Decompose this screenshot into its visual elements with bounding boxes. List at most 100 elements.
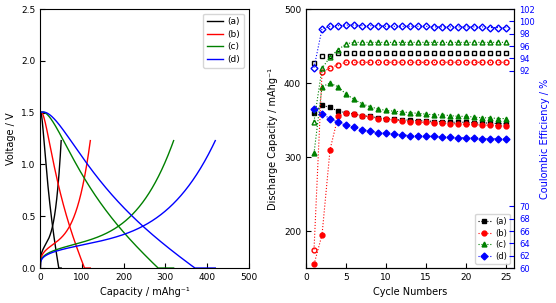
(c): [319, 85, 325, 88]
(a): [431, 120, 438, 123]
(b): [311, 262, 317, 266]
(d): [367, 129, 374, 133]
(a): [455, 121, 461, 124]
(b): [351, 112, 358, 116]
(d): [455, 136, 461, 140]
(b): [431, 121, 438, 125]
(c): [431, 113, 438, 117]
Y-axis label: Voltage / V: Voltage / V: [6, 112, 16, 165]
(c): [415, 112, 421, 115]
(d): [463, 136, 470, 140]
(c): [391, 109, 398, 113]
(b): [415, 121, 421, 124]
(a): [479, 121, 485, 125]
(a): [311, 111, 317, 115]
(d): [415, 134, 421, 137]
(c): [367, 105, 374, 108]
(c): [439, 113, 445, 117]
(c): [479, 116, 485, 120]
(c): [495, 117, 502, 120]
X-axis label: Capacity / mAhg⁻¹: Capacity / mAhg⁻¹: [100, 288, 190, 298]
(c): [342, 92, 349, 96]
(d): [391, 132, 398, 136]
(d): [311, 107, 317, 111]
(c): [455, 115, 461, 118]
(b): [439, 121, 445, 125]
Line: (b): (b): [311, 110, 509, 267]
(d): [407, 134, 414, 137]
(c): [327, 81, 334, 85]
(c): [471, 115, 478, 119]
(a): [391, 118, 398, 121]
(d): [447, 135, 454, 139]
(a): [415, 119, 421, 123]
(d): [319, 112, 325, 116]
(b): [327, 148, 334, 152]
(a): [503, 122, 510, 125]
(c): [375, 107, 381, 111]
(a): [447, 121, 454, 124]
(b): [479, 123, 485, 127]
Y-axis label: Coulombic Efficiency / %: Coulombic Efficiency / %: [540, 78, 550, 199]
(b): [391, 118, 398, 122]
Y-axis label: Discharge Capacity / mAhg⁻¹: Discharge Capacity / mAhg⁻¹: [269, 68, 279, 210]
(b): [423, 121, 429, 124]
Legend: (a), (b), (c), (d): (a), (b), (c), (d): [475, 214, 510, 264]
(a): [383, 117, 389, 120]
(c): [383, 108, 389, 112]
(a): [359, 114, 365, 118]
(d): [327, 117, 334, 120]
(c): [423, 112, 429, 116]
(a): [439, 120, 445, 123]
(d): [495, 137, 502, 140]
(d): [423, 135, 429, 138]
(c): [407, 111, 414, 115]
(a): [495, 122, 502, 125]
(b): [399, 119, 405, 123]
Line: (c): (c): [311, 81, 509, 156]
(b): [455, 122, 461, 125]
Line: (d): (d): [311, 107, 509, 142]
(b): [319, 233, 325, 237]
(b): [335, 115, 341, 118]
Legend: (a), (b), (c), (d): (a), (b), (c), (d): [203, 14, 244, 68]
(d): [342, 123, 349, 127]
(b): [367, 115, 374, 119]
(a): [367, 115, 374, 118]
(c): [335, 85, 341, 88]
(d): [503, 138, 510, 141]
(d): [471, 136, 478, 140]
(d): [375, 131, 381, 135]
(b): [447, 122, 454, 125]
(d): [431, 135, 438, 138]
(a): [351, 112, 358, 116]
(a): [375, 116, 381, 120]
(a): [399, 118, 405, 122]
(c): [503, 117, 510, 120]
(a): [423, 119, 429, 123]
(a): [471, 121, 478, 125]
(d): [487, 137, 494, 140]
(a): [319, 103, 325, 107]
(b): [463, 123, 470, 126]
(d): [335, 121, 341, 124]
(b): [359, 114, 365, 118]
(c): [487, 116, 494, 120]
Line: (a): (a): [311, 103, 509, 126]
(d): [359, 128, 365, 132]
(c): [359, 102, 365, 105]
(d): [399, 133, 405, 137]
(d): [439, 135, 445, 139]
(b): [407, 120, 414, 123]
(a): [407, 118, 414, 122]
(c): [399, 110, 405, 114]
(b): [495, 124, 502, 128]
(a): [335, 109, 341, 113]
(b): [383, 118, 389, 121]
(c): [311, 152, 317, 155]
(a): [463, 121, 470, 124]
(a): [342, 111, 349, 115]
(b): [471, 123, 478, 126]
(a): [487, 121, 494, 125]
(d): [479, 137, 485, 140]
